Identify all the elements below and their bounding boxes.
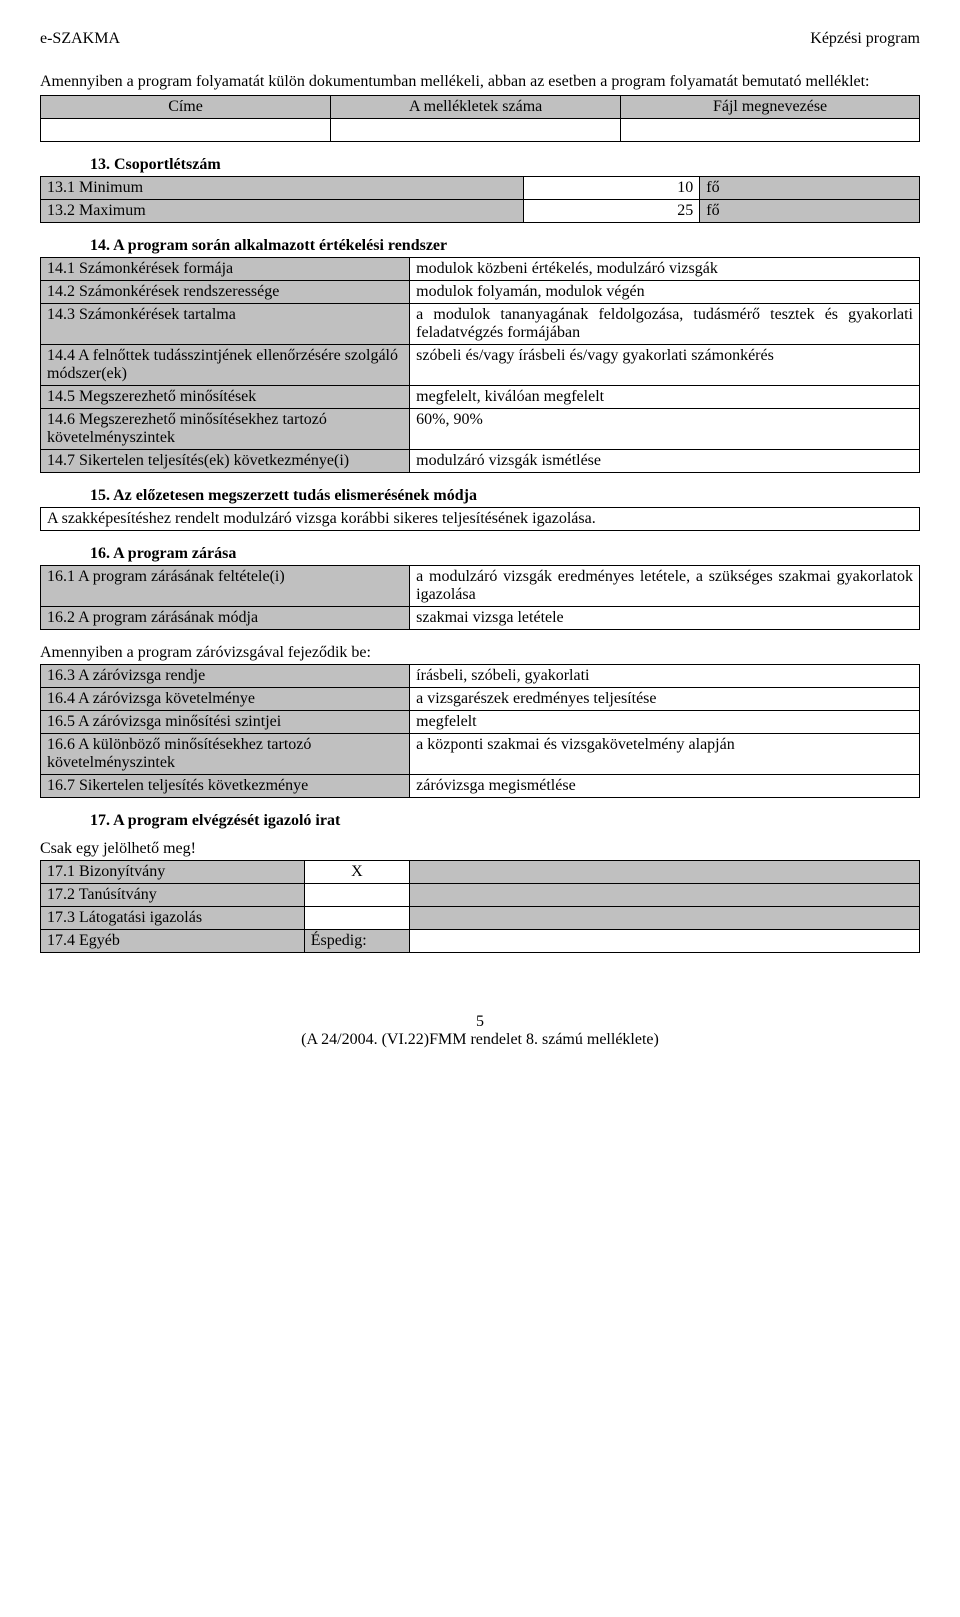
- table-row: 17.3 Látogatási igazolás: [41, 907, 920, 930]
- extra: [410, 907, 920, 930]
- header-left: e-SZAKMA: [40, 30, 120, 48]
- table-row: 16.6 A különböző minősítésekhez tartozó …: [41, 734, 920, 775]
- label: 16.2 A program zárásának módja: [41, 607, 410, 630]
- col-header: Címe: [41, 96, 331, 119]
- extra-label: Éspedig:: [304, 930, 409, 953]
- table-row: 16.1 A program zárásának feltétele(i) a …: [41, 566, 920, 607]
- extra: [410, 861, 920, 884]
- section-17-note: Csak egy jelölhető meg!: [40, 840, 920, 858]
- label: 14.2 Számonkérések rendszeressége: [41, 281, 410, 304]
- value: a központi szakmai és vizsgakövetelmény …: [410, 734, 920, 775]
- label: 16.6 A különböző minősítésekhez tartozó …: [41, 734, 410, 775]
- value: 60%, 90%: [410, 409, 920, 450]
- table-16b: 16.3 A záróvizsga rendje írásbeli, szóbe…: [40, 664, 920, 798]
- col-header: A mellékletek száma: [331, 96, 621, 119]
- value: szóbeli és/vagy írásbeli és/vagy gyakorl…: [410, 345, 920, 386]
- value: 10: [524, 177, 700, 200]
- mark: [304, 907, 409, 930]
- table-13: 13.1 Minimum 10 fő 13.2 Maximum 25 fő: [40, 176, 920, 223]
- label: 14.6 Megszerezhető minősítésekhez tartoz…: [41, 409, 410, 450]
- value: írásbeli, szóbeli, gyakorlati: [410, 665, 920, 688]
- label: 14.1 Számonkérések formája: [41, 258, 410, 281]
- label: 16.1 A program zárásának feltétele(i): [41, 566, 410, 607]
- table-row: 14.7 Sikertelen teljesítés(ek) következm…: [41, 450, 920, 473]
- section-16-heading: 16. A program zárása: [90, 545, 920, 563]
- table-row: 16.4 A záróvizsga követelménye a vizsgar…: [41, 688, 920, 711]
- header-right: Képzési program: [810, 30, 920, 48]
- label: 16.7 Sikertelen teljesítés következménye: [41, 775, 410, 798]
- value: záróvizsga megismétlése: [410, 775, 920, 798]
- col-header: Fájl megnevezése: [621, 96, 920, 119]
- label: 17.2 Tanúsítvány: [41, 884, 305, 907]
- table-17: 17.1 Bizonyítvány X 17.2 Tanúsítvány 17.…: [40, 860, 920, 953]
- value: modulok folyamán, modulok végén: [410, 281, 920, 304]
- extra-value: [410, 930, 920, 953]
- table-row: 17.1 Bizonyítvány X: [41, 861, 920, 884]
- table-row: 14.5 Megszerezhető minősítések megfelelt…: [41, 386, 920, 409]
- mark: X: [304, 861, 409, 884]
- label: 13.1 Minimum: [41, 177, 524, 200]
- page-footer: 5 (A 24/2004. (VI.22)FMM rendelet 8. szá…: [40, 1013, 920, 1049]
- table-row: 13.1 Minimum 10 fő: [41, 177, 920, 200]
- table-row: 14.2 Számonkérések rendszeressége modulo…: [41, 281, 920, 304]
- table-intro: Címe A mellékletek száma Fájl megnevezés…: [40, 95, 920, 142]
- section-14-heading: 14. A program során alkalmazott értékelé…: [90, 237, 920, 255]
- table-row: 16.3 A záróvizsga rendje írásbeli, szóbe…: [41, 665, 920, 688]
- table-row: 14.4 A felnőttek tudásszintjének ellenőr…: [41, 345, 920, 386]
- value: A szakképesítéshez rendelt modulzáró viz…: [41, 508, 920, 531]
- value: modulzáró vizsgák ismétlése: [410, 450, 920, 473]
- value: a modulzáró vizsgák eredményes letétele,…: [410, 566, 920, 607]
- label: 17.3 Látogatási igazolás: [41, 907, 305, 930]
- label: 17.1 Bizonyítvány: [41, 861, 305, 884]
- unit: fő: [700, 200, 920, 223]
- cell: [41, 119, 331, 142]
- section-15-heading: 15. Az előzetesen megszerzett tudás elis…: [90, 487, 920, 505]
- label: 16.3 A záróvizsga rendje: [41, 665, 410, 688]
- table-row: [41, 119, 920, 142]
- section-17-heading: 17. A program elvégzését igazoló irat: [90, 812, 920, 830]
- table-row: 16.7 Sikertelen teljesítés következménye…: [41, 775, 920, 798]
- extra: [410, 884, 920, 907]
- table-row: 14.3 Számonkérések tartalma a modulok ta…: [41, 304, 920, 345]
- table-row: Címe A mellékletek száma Fájl megnevezés…: [41, 96, 920, 119]
- intro-paragraph: Amennyiben a program folyamatát külön do…: [40, 73, 920, 91]
- label: 13.2 Maximum: [41, 200, 524, 223]
- mark: [304, 884, 409, 907]
- value: a modulok tananyagának feldolgozása, tud…: [410, 304, 920, 345]
- unit: fő: [700, 177, 920, 200]
- page-header: e-SZAKMA Képzési program: [40, 30, 920, 48]
- cell: [621, 119, 920, 142]
- value: szakmai vizsga letétele: [410, 607, 920, 630]
- label: 16.5 A záróvizsga minősítési szintjei: [41, 711, 410, 734]
- label: 16.4 A záróvizsga követelménye: [41, 688, 410, 711]
- table-row: A szakképesítéshez rendelt modulzáró viz…: [41, 508, 920, 531]
- label: 14.3 Számonkérések tartalma: [41, 304, 410, 345]
- section-16b-intro: Amennyiben a program záróvizsgával fejez…: [40, 644, 920, 662]
- value: megfelelt, kiválóan megfelelt: [410, 386, 920, 409]
- table-14: 14.1 Számonkérések formája modulok közbe…: [40, 257, 920, 473]
- value: modulok közbeni értékelés, modulzáró viz…: [410, 258, 920, 281]
- table-row: 17.4 Egyéb Éspedig:: [41, 930, 920, 953]
- value: a vizsgarészek eredményes teljesítése: [410, 688, 920, 711]
- table-row: 13.2 Maximum 25 fő: [41, 200, 920, 223]
- footer-reference: (A 24/2004. (VI.22)FMM rendelet 8. számú…: [40, 1031, 920, 1049]
- table-16: 16.1 A program zárásának feltétele(i) a …: [40, 565, 920, 630]
- table-row: 14.1 Számonkérések formája modulok közbe…: [41, 258, 920, 281]
- table-15: A szakképesítéshez rendelt modulzáró viz…: [40, 507, 920, 531]
- table-row: 14.6 Megszerezhető minősítésekhez tartoz…: [41, 409, 920, 450]
- label: 17.4 Egyéb: [41, 930, 305, 953]
- label: 14.7 Sikertelen teljesítés(ek) következm…: [41, 450, 410, 473]
- label: 14.4 A felnőttek tudásszintjének ellenőr…: [41, 345, 410, 386]
- table-row: 16.2 A program zárásának módja szakmai v…: [41, 607, 920, 630]
- table-row: 16.5 A záróvizsga minősítési szintjei me…: [41, 711, 920, 734]
- page-number: 5: [40, 1013, 920, 1031]
- value: megfelelt: [410, 711, 920, 734]
- cell: [331, 119, 621, 142]
- label: 14.5 Megszerezhető minősítések: [41, 386, 410, 409]
- table-row: 17.2 Tanúsítvány: [41, 884, 920, 907]
- value: 25: [524, 200, 700, 223]
- section-13-heading: 13. Csoportlétszám: [90, 156, 920, 174]
